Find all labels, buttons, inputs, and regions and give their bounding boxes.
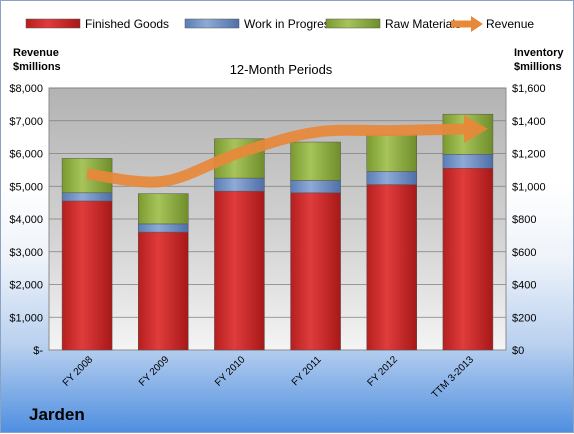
bar-raw-materials [290, 141, 341, 181]
bar-finished-goods [366, 184, 417, 351]
right-axis-tick-label: $1,000 [512, 181, 546, 193]
legend-raw-materials-swatch [325, 18, 381, 29]
bar-finished-goods [290, 192, 341, 351]
legend-finished-goods-label: Finished Goods [85, 17, 169, 31]
bar-finished-goods [61, 200, 113, 351]
left-axis-tick-label: $1,000 [9, 312, 43, 324]
x-axis-tick-label: FY 2011 [290, 354, 324, 388]
bar-raw-materials [138, 193, 189, 225]
left-axis-tick-label: $7,000 [9, 116, 43, 128]
bar-work-in-progress [290, 180, 341, 194]
right-axis-tick-label: $200 [512, 312, 536, 324]
right-axis-tick-label: $800 [512, 214, 536, 226]
right-axis-tick-label: $600 [512, 247, 536, 259]
left-axis-tick-label: $4,000 [9, 214, 43, 226]
bar-finished-goods [138, 231, 189, 351]
bar-finished-goods [214, 190, 265, 351]
legend-revenue-arrow [471, 16, 483, 32]
revenue-arrowhead [463, 114, 488, 143]
left-axis-tick-label: $8,000 [9, 83, 43, 95]
x-axis-tick-label: TTM 3-2013 [430, 354, 477, 401]
bar-work-in-progress [214, 177, 265, 192]
bar-work-in-progress [442, 154, 494, 169]
right-axis-tick-label: $400 [512, 280, 536, 292]
left-axis-tick-label: $3,000 [9, 247, 43, 259]
revenue-line [86, 123, 469, 188]
left-axis-tick-label: $5,000 [9, 181, 43, 193]
legend-work-in-progress-swatch [184, 18, 240, 29]
right-axis-tick-label: $0 [512, 345, 524, 357]
right-axis-tick-label: $1,400 [512, 116, 546, 128]
left-axis-title: Revenue [13, 47, 59, 59]
legend-finished-goods-swatch [25, 18, 81, 29]
x-axis-tick-label: FY 2008 [61, 354, 96, 389]
bar-work-in-progress [138, 223, 189, 233]
left-axis-tick-label: $2,000 [9, 280, 43, 292]
bar-work-in-progress [366, 171, 417, 185]
x-axis-tick-label: FY 2010 [213, 354, 248, 389]
left-axis-title: $millions [13, 61, 61, 73]
legend-work-in-progress-label: Work in Progress [244, 17, 336, 31]
company-name: Jarden [29, 405, 85, 424]
right-axis-title: $millions [514, 61, 562, 73]
bar-raw-materials [366, 134, 417, 172]
bar-work-in-progress [61, 192, 113, 202]
left-axis-tick-label: $- [33, 345, 43, 357]
right-axis-tick-label: $1,200 [512, 149, 546, 161]
x-axis-tick-label: FY 2012 [365, 354, 400, 389]
bar-finished-goods [442, 167, 494, 351]
left-axis-tick-label: $6,000 [9, 149, 43, 161]
x-axis-tick-label: FY 2009 [137, 354, 172, 389]
chart-title: 12-Month Periods [230, 62, 333, 77]
right-axis-title: Inventory [514, 47, 564, 59]
right-axis-tick-label: $1,600 [512, 83, 546, 95]
legend-raw-materials-label: Raw Materials [385, 17, 461, 31]
legend-revenue-label: Revenue [486, 17, 534, 31]
